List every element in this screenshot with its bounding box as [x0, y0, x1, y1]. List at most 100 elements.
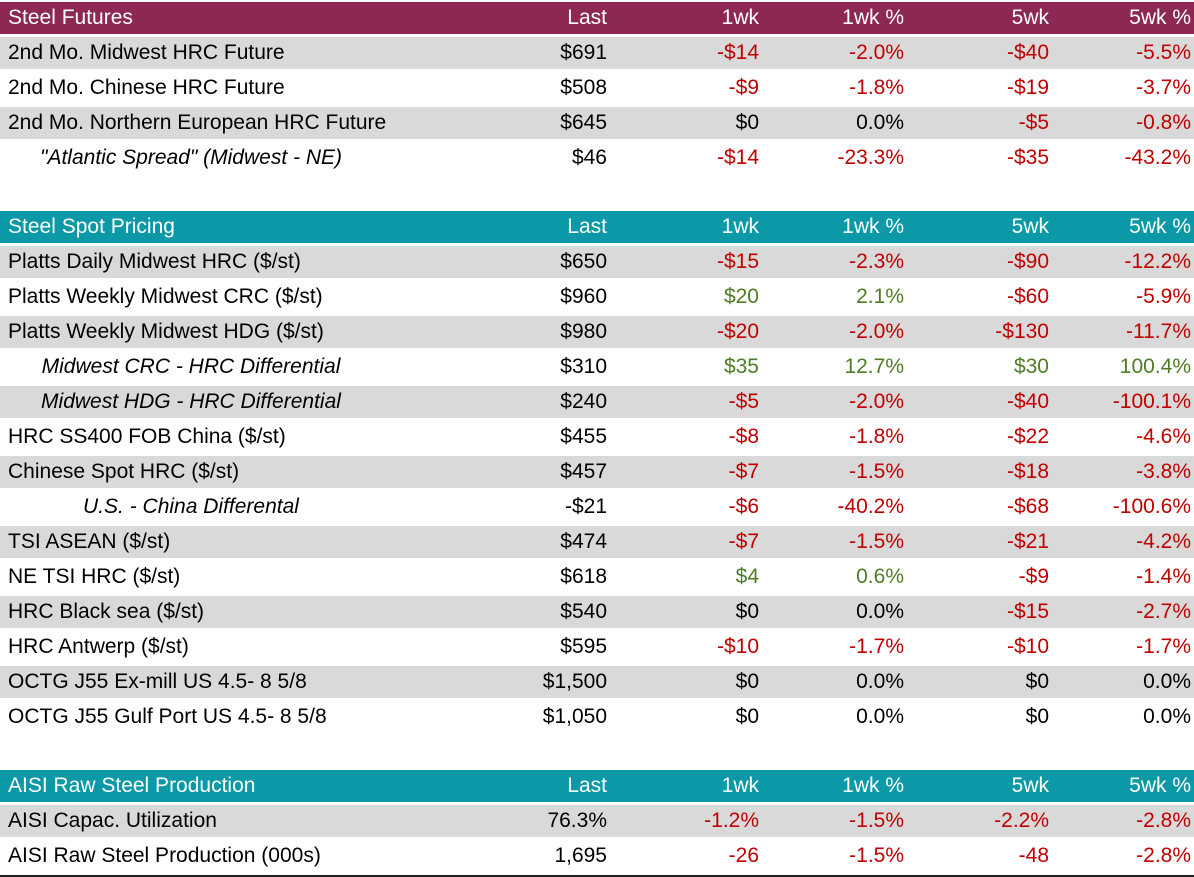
value-cell: -$14 — [716, 41, 759, 64]
section-header-steel-futures: Steel Futures Last 1wk 1wk % 5wk 5wk % — [0, 2, 1194, 37]
value-cell: $310 — [560, 355, 607, 378]
value-cell: -1.8% — [849, 76, 904, 99]
value-cell: -11.7% — [1126, 320, 1191, 343]
value-cell: 0.0% — [856, 705, 904, 728]
value-cell: $508 — [560, 76, 607, 99]
value-cell: $540 — [560, 600, 607, 623]
row-label: AISI Capac. Utilization — [8, 809, 217, 832]
value-cell: $457 — [560, 460, 607, 483]
value-cell: $240 — [560, 390, 607, 413]
row-label: 2nd Mo. Chinese HRC Future — [8, 76, 285, 99]
column-header-5wk-: 5wk % — [1129, 774, 1191, 797]
column-header-1wk: 1wk — [721, 215, 759, 238]
column-header-5wk: 5wk — [1011, 6, 1049, 29]
row-label: Chinese Spot HRC ($/st) — [8, 460, 240, 483]
value-cell: -$18 — [1006, 460, 1049, 483]
row-label: OCTG J55 Gulf Port US 4.5- 8 5/8 — [8, 705, 327, 728]
value-cell: $645 — [560, 111, 607, 134]
value-cell: $0 — [735, 111, 759, 134]
table-row: TSI ASEAN ($/st) $474 -$7 -1.5% -$21 -4.2% — [0, 526, 1194, 561]
value-cell: -$9 — [1018, 565, 1049, 588]
value-cell: $0 — [1025, 670, 1049, 693]
value-cell: -1.5% — [849, 530, 904, 553]
value-cell: -2.8% — [1136, 809, 1191, 832]
value-cell: -$7 — [728, 530, 759, 553]
value-cell: -$20 — [716, 320, 759, 343]
value-cell: -5.5% — [1136, 41, 1191, 64]
column-header-last: Last — [567, 215, 607, 238]
table-row: HRC Antwerp ($/st) $595 -$10 -1.7% -$10 -1.7% — [0, 631, 1194, 666]
value-cell: 76.3% — [547, 809, 607, 832]
value-cell: $4 — [735, 565, 759, 588]
value-cell: -$7 — [728, 460, 759, 483]
value-cell: -3.7% — [1136, 76, 1191, 99]
row-label: TSI ASEAN ($/st) — [8, 530, 171, 553]
value-cell: 100.4% — [1119, 355, 1191, 378]
column-header-last: Last — [567, 774, 607, 797]
value-cell: -1.8% — [849, 425, 904, 448]
value-cell: $0 — [735, 705, 759, 728]
row-label: Midwest HDG - HRC Differential — [41, 390, 341, 413]
value-cell: -43.2% — [1124, 146, 1191, 169]
value-cell: -$40 — [1006, 41, 1049, 64]
row-label: 2nd Mo. Midwest HRC Future — [8, 41, 285, 64]
value-cell: $1,500 — [542, 670, 607, 693]
table-row: NE TSI HRC ($/st) $618 $4 0.6% -$9 -1.4% — [0, 561, 1194, 596]
value-cell: $20 — [723, 285, 759, 308]
table-row: AISI Capac. Utilization 76.3% -1.2% -1.5% -2… — [0, 805, 1194, 840]
value-cell: -$35 — [1006, 146, 1049, 169]
value-cell: $1,050 — [542, 705, 607, 728]
section-title: Steel Futures — [8, 6, 133, 29]
value-cell: -$10 — [1006, 635, 1049, 658]
table-row: OCTG J55 Gulf Port US 4.5- 8 5/8 $1,050 $0… — [0, 701, 1194, 736]
value-cell: -1.7% — [1136, 635, 1191, 658]
value-cell: -4.2% — [1136, 530, 1191, 553]
value-cell: -$10 — [716, 635, 759, 658]
value-cell: -$22 — [1006, 425, 1049, 448]
value-cell: $618 — [560, 565, 607, 588]
value-cell: 2.1% — [856, 285, 904, 308]
value-cell: 0.0% — [856, 670, 904, 693]
value-cell: -$130 — [995, 320, 1049, 343]
value-cell: -2.0% — [849, 390, 904, 413]
table-row: Midwest HDG - HRC Differential $240 -$5 -2.… — [0, 386, 1194, 421]
column-header-1wk-: 1wk % — [842, 6, 904, 29]
table-row: 2nd Mo. Northern European HRC Future $645… — [0, 107, 1194, 142]
value-cell: -$9 — [728, 76, 759, 99]
table-row: AISI Raw Steel Production (000s) 1,695 -26… — [0, 840, 1194, 875]
column-header-5wk-: 5wk % — [1129, 215, 1191, 238]
section-gap — [0, 736, 1194, 770]
row-label: NE TSI HRC ($/st) — [8, 565, 181, 588]
table-row: "Atlantic Spread" (Midwest - NE) $46 -$14 -… — [0, 142, 1194, 177]
value-cell: -$40 — [1006, 390, 1049, 413]
row-label: HRC Black sea ($/st) — [8, 600, 205, 623]
value-cell: 0.0% — [856, 111, 904, 134]
value-cell: 0.0% — [1143, 670, 1191, 693]
value-cell: -$90 — [1006, 250, 1049, 273]
table-row: 2nd Mo. Chinese HRC Future $508 -$9 -1.8% -$… — [0, 72, 1194, 107]
table-row: Platts Weekly Midwest HDG ($/st) $980 -$20… — [0, 316, 1194, 351]
column-header-1wk: 1wk — [721, 774, 759, 797]
table-row: Platts Daily Midwest HRC ($/st) $650 -$15 -… — [0, 246, 1194, 281]
section-title: Steel Spot Pricing — [8, 215, 175, 238]
value-cell: $960 — [560, 285, 607, 308]
value-cell: -4.6% — [1136, 425, 1191, 448]
row-label: Midwest CRC - HRC Differential — [41, 355, 341, 378]
value-cell: $0 — [735, 670, 759, 693]
value-cell: -2.0% — [849, 320, 904, 343]
row-label: Platts Weekly Midwest CRC ($/st) — [8, 285, 323, 308]
value-cell: $691 — [560, 41, 607, 64]
value-cell: -1.4% — [1136, 565, 1191, 588]
value-cell: -$8 — [728, 425, 759, 448]
section-header-aisi-raw-steel-production: AISI Raw Steel Production Last 1wk 1wk % 5wk… — [0, 770, 1194, 805]
value-cell: -3.8% — [1136, 460, 1191, 483]
value-cell: 1,695 — [554, 844, 607, 867]
column-header-last: Last — [567, 6, 607, 29]
value-cell: -$6 — [728, 495, 759, 518]
value-cell: -$21 — [1006, 530, 1049, 553]
value-cell: -48 — [1018, 844, 1049, 867]
table-row: Chinese Spot HRC ($/st) $457 -$7 -1.5% -$18 -… — [0, 456, 1194, 491]
row-label: HRC Antwerp ($/st) — [8, 635, 189, 658]
value-cell: $595 — [560, 635, 607, 658]
row-label: Platts Weekly Midwest HDG ($/st) — [8, 320, 324, 343]
